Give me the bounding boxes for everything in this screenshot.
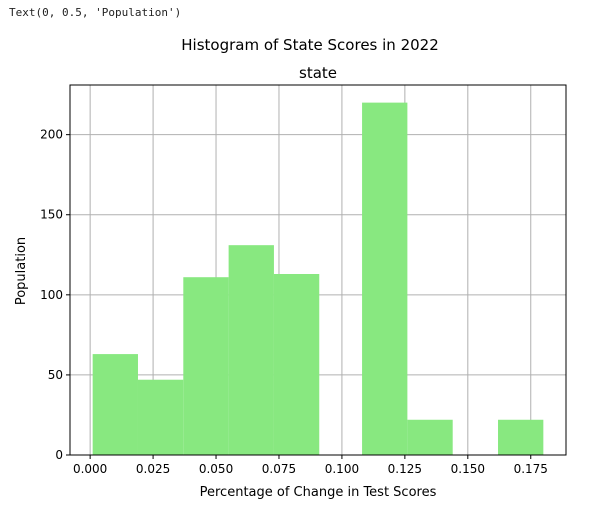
histogram-bar xyxy=(362,102,408,455)
histogram-bar xyxy=(183,277,229,455)
y-tick-label: 50 xyxy=(48,368,63,382)
histogram-bar xyxy=(498,419,544,455)
y-axis-label: Population xyxy=(14,237,29,305)
chart-suptitle: Histogram of State Scores in 2022 xyxy=(181,36,439,54)
x-axis-label: Percentage of Change in Test Scores xyxy=(200,485,437,500)
x-tick-label: 0.075 xyxy=(262,462,296,476)
histogram-bar xyxy=(407,419,453,455)
y-tick-label: 100 xyxy=(40,288,63,302)
histogram-bar xyxy=(92,354,138,455)
x-tick-label: 0.025 xyxy=(136,462,170,476)
ticks: 0.000 0.025 0.050 0.075 0.100 0.125 0.150 0.175… xyxy=(40,128,548,476)
y-tick-label: 0 xyxy=(55,448,63,462)
x-tick-label: 0.050 xyxy=(199,462,233,476)
x-tick-label: 0.175 xyxy=(514,462,548,476)
histogram-bar xyxy=(228,245,274,455)
x-tick-label: 0.125 xyxy=(388,462,422,476)
histogram-bar xyxy=(137,379,184,455)
y-tick-label: 150 xyxy=(40,208,63,222)
chart-title: state xyxy=(299,64,337,82)
x-tick-label: 0.150 xyxy=(451,462,485,476)
plot-frame xyxy=(69,84,567,456)
bars xyxy=(92,102,544,455)
output-text: Text(0, 0.5, 'Population') xyxy=(9,6,182,19)
y-tick-label: 200 xyxy=(40,128,63,142)
histogram-bar xyxy=(273,274,320,455)
x-tick-label: 0.100 xyxy=(325,462,359,476)
x-tick-label: 0.000 xyxy=(73,462,107,476)
